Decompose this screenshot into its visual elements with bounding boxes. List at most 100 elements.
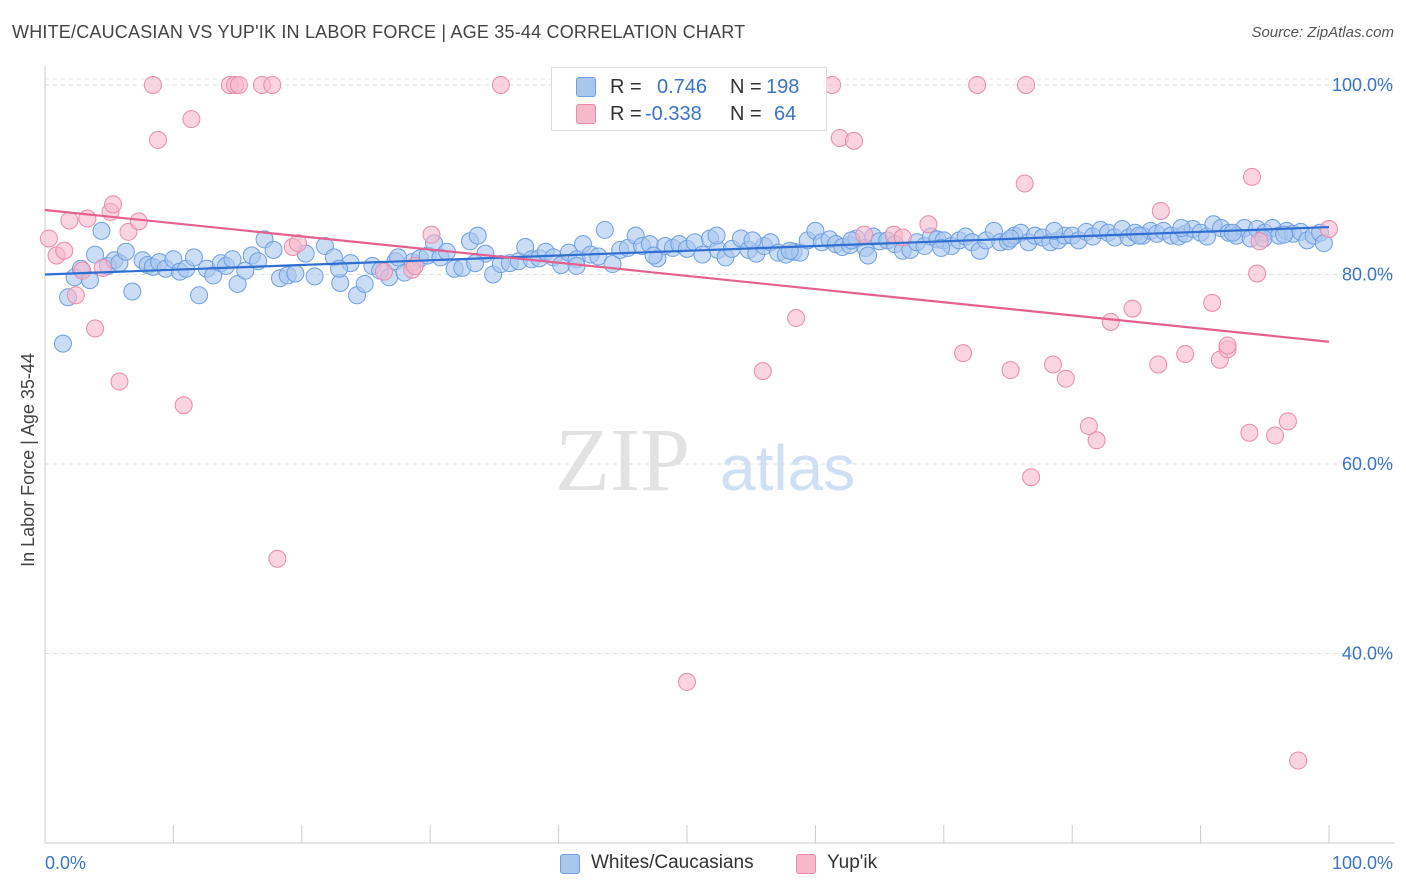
point-yupik xyxy=(753,362,772,381)
trend-line-whites xyxy=(44,225,1330,276)
point-yupik xyxy=(1101,312,1120,331)
point-yupik xyxy=(1015,174,1034,193)
legend-r-value-yupik: -0.338 xyxy=(645,103,702,125)
point-whites xyxy=(305,267,324,286)
point-whites xyxy=(1223,223,1242,242)
point-yupik xyxy=(1266,426,1285,445)
point-yupik xyxy=(174,396,193,415)
point-yupik xyxy=(678,672,696,691)
point-yupik xyxy=(491,75,510,94)
point-yupik xyxy=(129,212,148,231)
point-whites xyxy=(53,334,72,353)
point-whites xyxy=(286,264,305,283)
point-whites xyxy=(116,242,135,261)
trend-line-yupik xyxy=(44,208,1330,343)
point-yupik xyxy=(1151,201,1170,220)
x-tick-labels: 0.0% 100.0% xyxy=(45,853,1393,873)
point-yupik xyxy=(60,211,79,230)
legend-r-label-yupik: R = xyxy=(610,103,642,125)
y-tick-label: 60.0% xyxy=(1342,454,1393,474)
legend-n-label-whites: N = xyxy=(730,76,762,98)
point-yupik xyxy=(1248,264,1267,283)
point-yupik xyxy=(1250,232,1269,251)
point-yupik xyxy=(1043,355,1062,374)
point-yupik xyxy=(1056,369,1075,388)
y-tick-label: 40.0% xyxy=(1342,643,1393,663)
point-yupik xyxy=(1320,219,1338,238)
legend-label-yupik: Yup'ik xyxy=(827,852,878,873)
point-yupik xyxy=(787,309,806,328)
point-yupik xyxy=(288,234,307,253)
point-whites xyxy=(123,282,142,301)
point-yupik xyxy=(1176,345,1195,364)
point-yupik xyxy=(1079,417,1098,436)
x-tick-label-min: 0.0% xyxy=(45,853,86,873)
point-whites xyxy=(86,245,105,264)
point-yupik xyxy=(143,75,162,94)
point-whites xyxy=(1129,226,1148,245)
series-whites-points xyxy=(53,215,1333,353)
point-yupik xyxy=(968,75,987,94)
chart-title: WHITE/CAUCASIAN VS YUP'IK IN LABOR FORCE… xyxy=(12,22,746,42)
point-yupik xyxy=(55,241,74,260)
watermark: ZIP atlas xyxy=(555,411,855,510)
point-yupik xyxy=(1278,412,1297,431)
point-yupik xyxy=(110,372,129,391)
series-yupik-points xyxy=(39,75,1338,770)
point-whites xyxy=(644,246,663,265)
point-yupik xyxy=(954,344,973,363)
legend-r-value-whites: 0.746 xyxy=(657,76,708,98)
point-yupik xyxy=(73,261,92,280)
point-yupik xyxy=(1001,361,1020,380)
point-whites xyxy=(389,248,408,267)
source-label: Source: ZipAtlas.com xyxy=(1251,24,1394,41)
legend-n-value-yupik: 64 xyxy=(774,103,797,125)
legend-r-label-whites: R = xyxy=(610,76,642,98)
point-yupik xyxy=(1242,167,1261,186)
point-yupik xyxy=(104,195,123,214)
point-whites xyxy=(743,231,762,250)
point-yupik xyxy=(422,225,441,244)
point-yupik xyxy=(1087,431,1106,450)
point-whites xyxy=(1275,225,1294,244)
point-yupik xyxy=(374,262,393,281)
point-yupik xyxy=(844,131,863,150)
point-yupik xyxy=(1218,336,1237,355)
point-yupik xyxy=(148,130,167,149)
point-yupik xyxy=(93,258,112,277)
point-yupik xyxy=(66,286,85,305)
legend-n-value-whites: 198 xyxy=(766,76,800,98)
watermark-atlas: atlas xyxy=(720,432,855,504)
point-whites xyxy=(92,221,111,240)
point-whites xyxy=(707,226,726,245)
point-yupik xyxy=(1016,75,1035,94)
point-whites xyxy=(228,274,247,293)
legend-swatch-whites xyxy=(576,77,596,97)
point-yupik xyxy=(1240,423,1259,442)
point-yupik xyxy=(1022,468,1041,487)
point-yupik xyxy=(919,215,938,234)
watermark-zip: ZIP xyxy=(555,411,690,510)
x-tick-label-max: 100.0% xyxy=(1332,853,1393,873)
point-yupik xyxy=(229,75,248,94)
legend-swatch-whites-bottom xyxy=(560,854,580,874)
point-whites xyxy=(780,241,799,260)
point-whites xyxy=(693,245,712,264)
y-tick-label: 80.0% xyxy=(1342,264,1393,284)
legend-n-label-yupik: N = xyxy=(730,103,762,125)
point-whites xyxy=(355,274,374,293)
point-whites xyxy=(1172,219,1191,238)
point-yupik xyxy=(263,75,282,94)
correlation-legend: R = 0.746 N = 198 R = -0.338 N = 64 xyxy=(551,67,827,131)
point-whites xyxy=(264,240,283,259)
point-yupik xyxy=(268,549,287,568)
point-whites xyxy=(468,226,487,245)
point-whites xyxy=(184,248,203,267)
point-yupik xyxy=(182,110,201,129)
point-yupik xyxy=(86,319,105,338)
grid-lines xyxy=(45,78,1395,654)
point-whites xyxy=(595,220,614,239)
point-whites xyxy=(190,286,209,305)
point-yupik xyxy=(1123,299,1142,318)
